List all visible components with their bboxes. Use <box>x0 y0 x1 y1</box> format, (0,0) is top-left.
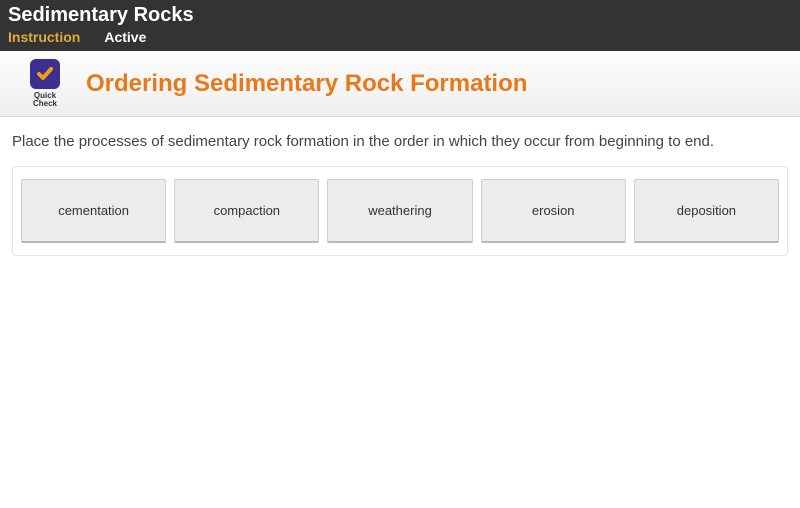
ordering-card[interactable]: weathering <box>327 179 472 243</box>
tab-instruction[interactable]: Instruction <box>8 29 80 45</box>
topbar-tabs: Instruction Active <box>8 29 792 45</box>
course-title: Sedimentary Rocks <box>8 4 792 29</box>
header-strip: Quick Check Ordering Sedimentary Rock Fo… <box>0 51 800 117</box>
ordering-card[interactable]: compaction <box>174 179 319 243</box>
checkmark-icon <box>30 59 60 89</box>
question-prompt: Place the processes of sedimentary rock … <box>12 133 788 150</box>
quick-check-label: Quick Check <box>33 92 57 108</box>
ordering-container: cementation compaction weathering erosio… <box>12 166 788 256</box>
ordering-card[interactable]: deposition <box>634 179 779 243</box>
tab-active[interactable]: Active <box>104 29 146 45</box>
top-bar: Sedimentary Rocks Instruction Active <box>0 0 800 51</box>
content-area: Place the processes of sedimentary rock … <box>0 117 800 272</box>
ordering-card[interactable]: cementation <box>21 179 166 243</box>
page-title: Ordering Sedimentary Rock Formation <box>86 70 527 98</box>
quick-check-badge: Quick Check <box>24 59 66 108</box>
ordering-card[interactable]: erosion <box>481 179 626 243</box>
